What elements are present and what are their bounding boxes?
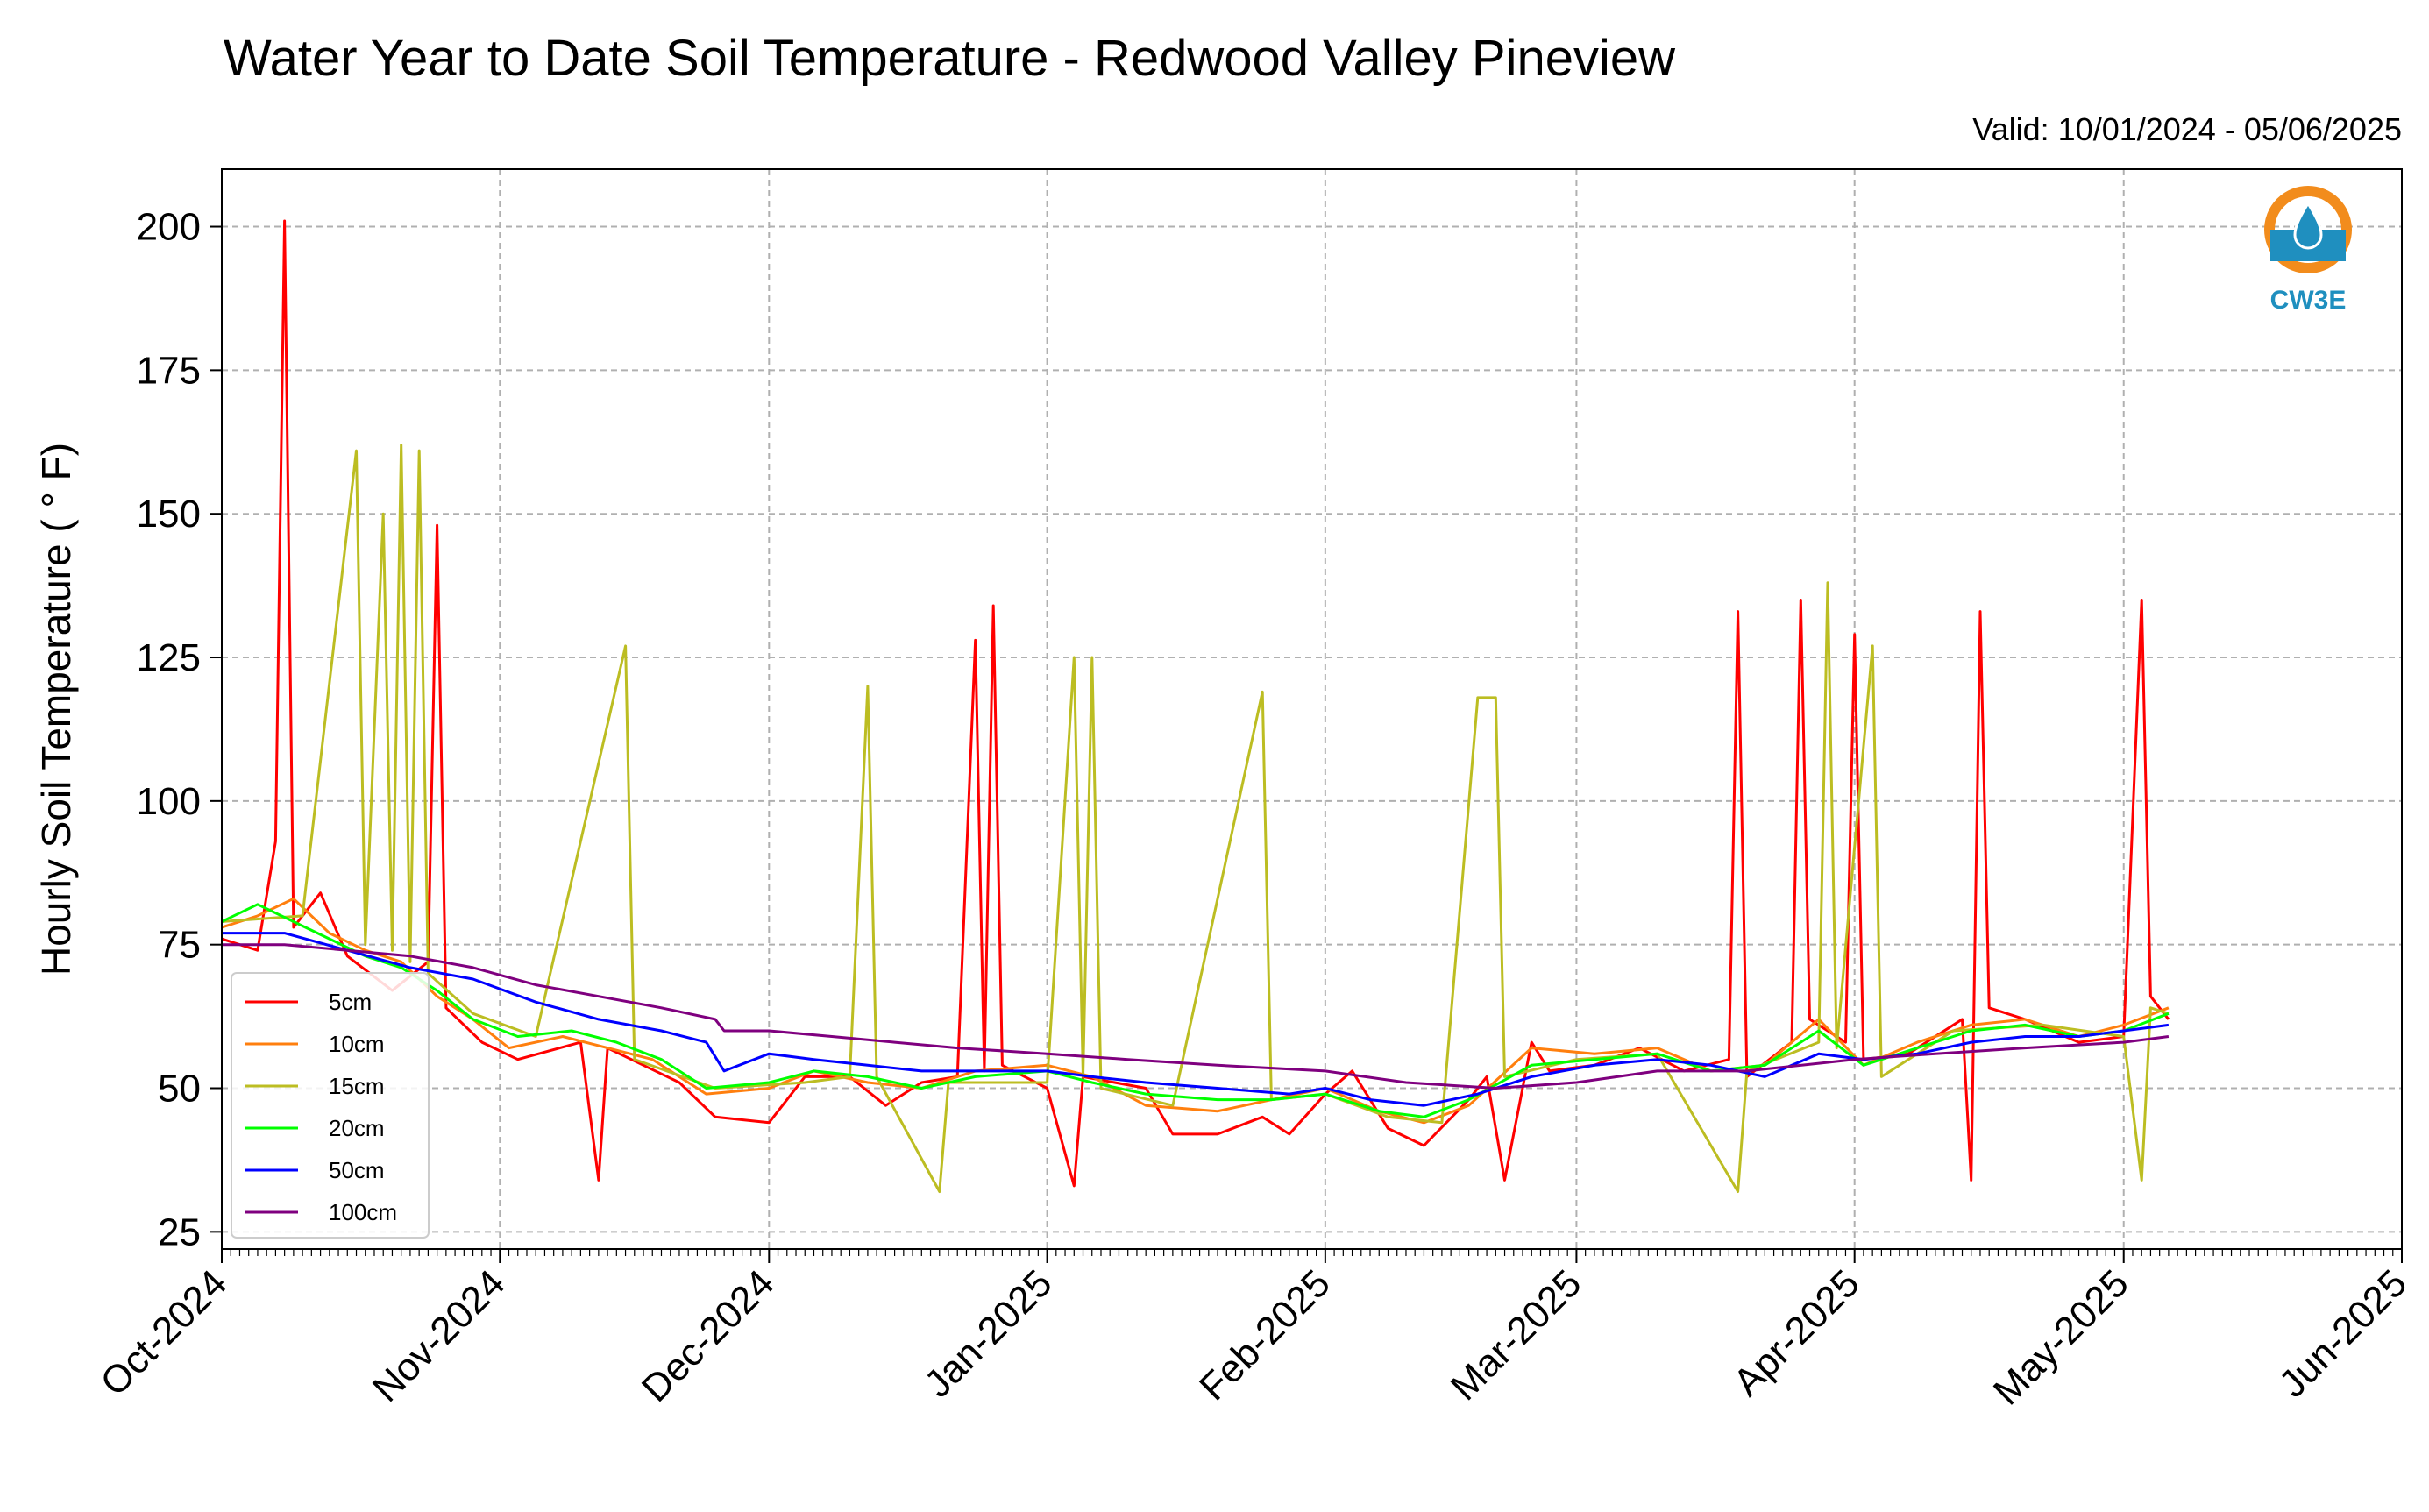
x-tick-label: May-2025 (1985, 1261, 2137, 1413)
legend-label: 20cm (329, 1115, 385, 1141)
axes (221, 1249, 2403, 1256)
x-tick-label: Oct-2024 (92, 1261, 235, 1404)
x-tick-label: Apr-2025 (1725, 1261, 1868, 1404)
series-group (222, 219, 2170, 1193)
legend-label: 100cm (329, 1199, 397, 1225)
x-tick-label: Jan-2025 (916, 1261, 1060, 1405)
series-line-100cm (222, 943, 2170, 1090)
cw3e-logo: CW3E (2264, 186, 2352, 315)
logo-ring-icon (2264, 186, 2352, 273)
y-axis-label: Hourly Soil Temperature ( ° F) (33, 443, 79, 976)
series-line-15cm (222, 444, 2170, 1193)
y-tick-label: 75 (158, 924, 201, 967)
series-line-20cm (222, 903, 2170, 1118)
y-tick-label: 50 (158, 1068, 201, 1111)
legend-label: 5cm (329, 989, 372, 1015)
grid (221, 169, 2403, 1249)
series-line-50cm (222, 932, 2170, 1107)
x-tick-label: Dec-2024 (634, 1261, 783, 1410)
plot-frame (221, 168, 2403, 1250)
chart-title: Water Year to Date Soil Temperature - Re… (224, 30, 1676, 87)
series-line-10cm (222, 897, 2170, 1125)
series-line-5cm (222, 219, 2170, 1188)
x-tick-label: Feb-2025 (1191, 1261, 1339, 1409)
y-tick-label: 100 (137, 780, 201, 823)
logo-drop-icon (2293, 201, 2323, 250)
legend-label: 10cm (329, 1031, 385, 1057)
y-tick-label: 125 (137, 636, 201, 679)
legend: 5cm 10cm 15cm 20cm 50cm 100cm (231, 972, 430, 1239)
y-tick-label: 200 (137, 206, 201, 249)
x-tick-label: Nov-2024 (365, 1261, 514, 1410)
x-tick-label: Jun-2025 (2271, 1261, 2415, 1405)
y-tick-label: 25 (158, 1210, 201, 1253)
legend-label: 50cm (329, 1157, 385, 1183)
chart-subtitle: Valid: 10/01/2024 - 05/06/2025 (1972, 111, 2402, 147)
x-tick-label: Mar-2025 (1443, 1261, 1590, 1409)
logo-text: CW3E (2270, 286, 2347, 315)
y-tick-label: 175 (137, 349, 201, 392)
y-tick-label: 150 (137, 493, 201, 536)
legend-label: 15cm (329, 1073, 385, 1099)
